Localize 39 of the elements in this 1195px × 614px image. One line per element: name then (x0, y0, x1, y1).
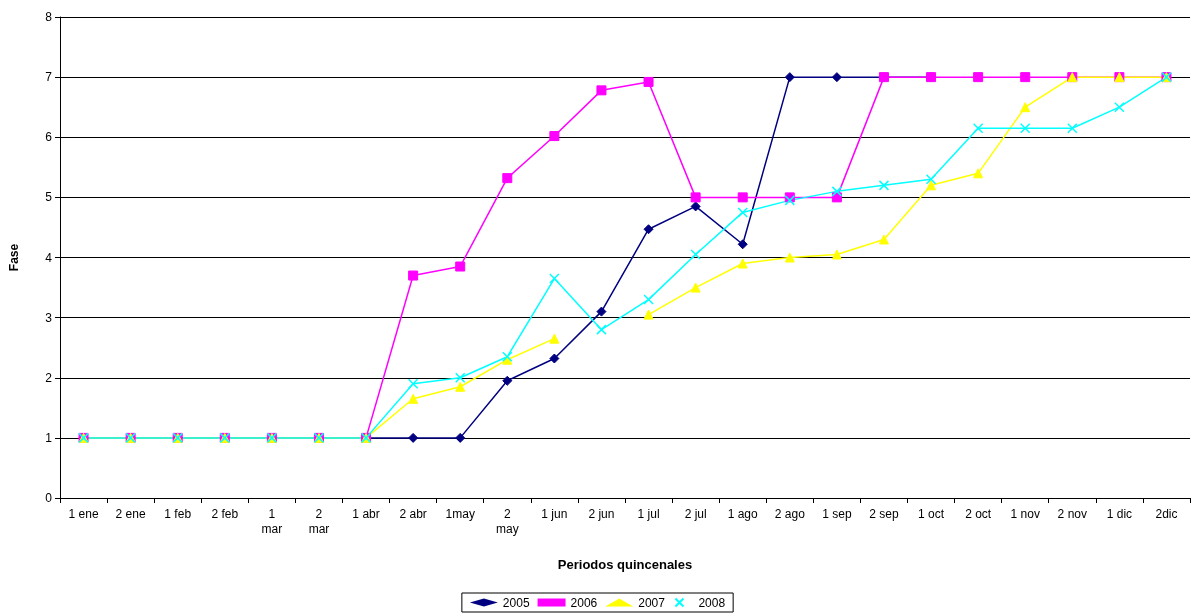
x-tick-label: 2 jun (588, 506, 615, 521)
x-tick-label: 2 ene (115, 506, 146, 521)
y-tick-label: 3 (45, 310, 53, 325)
x-axis-title: Periodos quincenales (557, 557, 693, 572)
x-tick-label: 2 ago (774, 506, 806, 521)
x-tick-label: 2 abr (399, 506, 427, 521)
x-tick-label: 1 nov (1010, 506, 1040, 521)
x-tick-label: 2 oct (965, 506, 992, 521)
legend-label: 2007 (638, 595, 666, 610)
y-tick-label: 2 (45, 370, 53, 385)
x-tick-label: 1 mar (261, 506, 283, 536)
x-tick-label: 1 sep (822, 506, 852, 521)
y-tick-label: 6 (45, 130, 53, 145)
y-tick-label: 5 (45, 190, 53, 205)
x-tick-label: 1 ago (727, 506, 759, 521)
y-tick-label: 7 (45, 70, 53, 85)
y-tick-label: 0 (45, 491, 53, 505)
y-axis-title: Fase (7, 243, 21, 272)
x-tick-label: 1 jul (637, 506, 660, 521)
x-tick-label: 2 mar (308, 506, 330, 536)
x-tick-label: 1 ene (68, 506, 99, 521)
x-tick-label: 1 oct (918, 506, 945, 521)
x-tick-label: 1may (445, 506, 475, 521)
x-tick-label: 1 jun (541, 506, 568, 521)
x-tick-label: 1 feb (164, 506, 192, 521)
x-tick-label: 2 may (495, 506, 519, 536)
y-tick-label: 1 (45, 430, 53, 445)
x-tick-label: 2 jul (684, 506, 707, 521)
x-tick-label: 2 sep (869, 506, 899, 521)
x-tick-label: 2 feb (211, 506, 239, 521)
x-tick-label: 2 nov (1057, 506, 1087, 521)
x-tick-label: 1 dic (1106, 506, 1133, 521)
y-tick-label: 8 (45, 10, 53, 24)
x-tick-label: 1 abr (352, 506, 380, 521)
legend-label: 2008 (698, 595, 726, 610)
x-tick-label: 2dic (1155, 506, 1178, 521)
legend-label: 2006 (570, 595, 598, 610)
y-tick-label: 4 (45, 250, 53, 265)
legend-label: 2005 (502, 595, 530, 610)
